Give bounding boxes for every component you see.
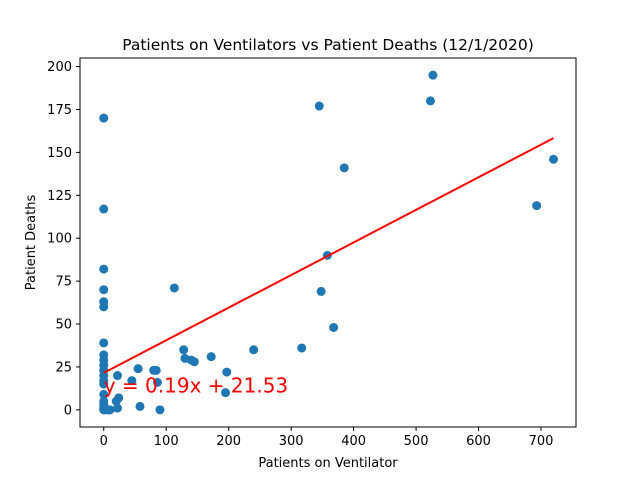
x-tick-label: 700 — [529, 434, 554, 449]
chart-title: Patients on Ventilators vs Patient Death… — [122, 36, 534, 54]
data-point — [179, 345, 189, 355]
data-point — [339, 163, 349, 173]
data-point — [99, 389, 109, 399]
data-point — [133, 364, 143, 374]
data-point — [316, 286, 326, 296]
data-point — [152, 377, 162, 387]
data-point — [135, 401, 145, 411]
data-point — [206, 352, 216, 362]
data-point — [532, 201, 542, 211]
x-tick-label: 0 — [100, 434, 108, 449]
data-point — [249, 345, 259, 355]
data-point — [114, 393, 124, 403]
y-tick-label: 100 — [47, 232, 72, 247]
y-tick-label: 50 — [55, 318, 72, 333]
x-axis-title: Patients on Ventilator — [258, 456, 398, 471]
y-tick-label: 200 — [47, 60, 72, 75]
data-point — [99, 285, 109, 295]
x-tick-label: 500 — [404, 434, 429, 449]
points-layer — [99, 70, 559, 415]
regression-equation: y = 0.19x + 21.53 — [104, 374, 288, 398]
y-tick-label: 175 — [47, 103, 72, 118]
y-tick-label: 150 — [47, 146, 72, 161]
x-tick-label: 400 — [341, 434, 366, 449]
y-axis-title: Patient Deaths — [24, 195, 39, 291]
y-tick-label: 25 — [55, 360, 72, 375]
y-tick-label: 0 — [64, 403, 72, 418]
data-point — [99, 264, 109, 274]
x-tick-label: 100 — [154, 434, 179, 449]
x-tick-label: 300 — [279, 434, 304, 449]
data-point — [425, 96, 435, 106]
y-axis-ticks: 0 25 50 75 100 125 150 175 200 — [47, 60, 80, 418]
data-point — [189, 357, 199, 367]
data-point — [151, 365, 161, 375]
plot-frame — [79, 57, 577, 428]
data-point — [155, 405, 165, 415]
data-point — [169, 283, 179, 293]
data-point — [428, 70, 438, 80]
data-point — [99, 302, 109, 312]
data-point — [127, 376, 137, 386]
data-point — [221, 388, 231, 398]
data-point — [99, 204, 109, 214]
regression-line — [103, 137, 554, 374]
data-point — [105, 405, 115, 415]
data-point — [112, 403, 122, 413]
data-point — [112, 371, 122, 381]
data-point — [297, 343, 307, 353]
data-point — [222, 367, 232, 377]
x-axis-ticks: 0 100 200 300 400 500 600 700 — [100, 427, 554, 449]
x-tick-label: 200 — [216, 434, 241, 449]
y-tick-label: 75 — [55, 275, 72, 290]
x-tick-label: 600 — [466, 434, 491, 449]
data-point — [99, 338, 109, 348]
data-point — [99, 379, 109, 389]
y-tick-label: 125 — [47, 189, 72, 204]
regression-layer — [103, 137, 554, 374]
data-point — [314, 101, 324, 111]
data-point — [329, 322, 339, 332]
data-point — [99, 113, 109, 123]
data-point — [549, 154, 559, 164]
